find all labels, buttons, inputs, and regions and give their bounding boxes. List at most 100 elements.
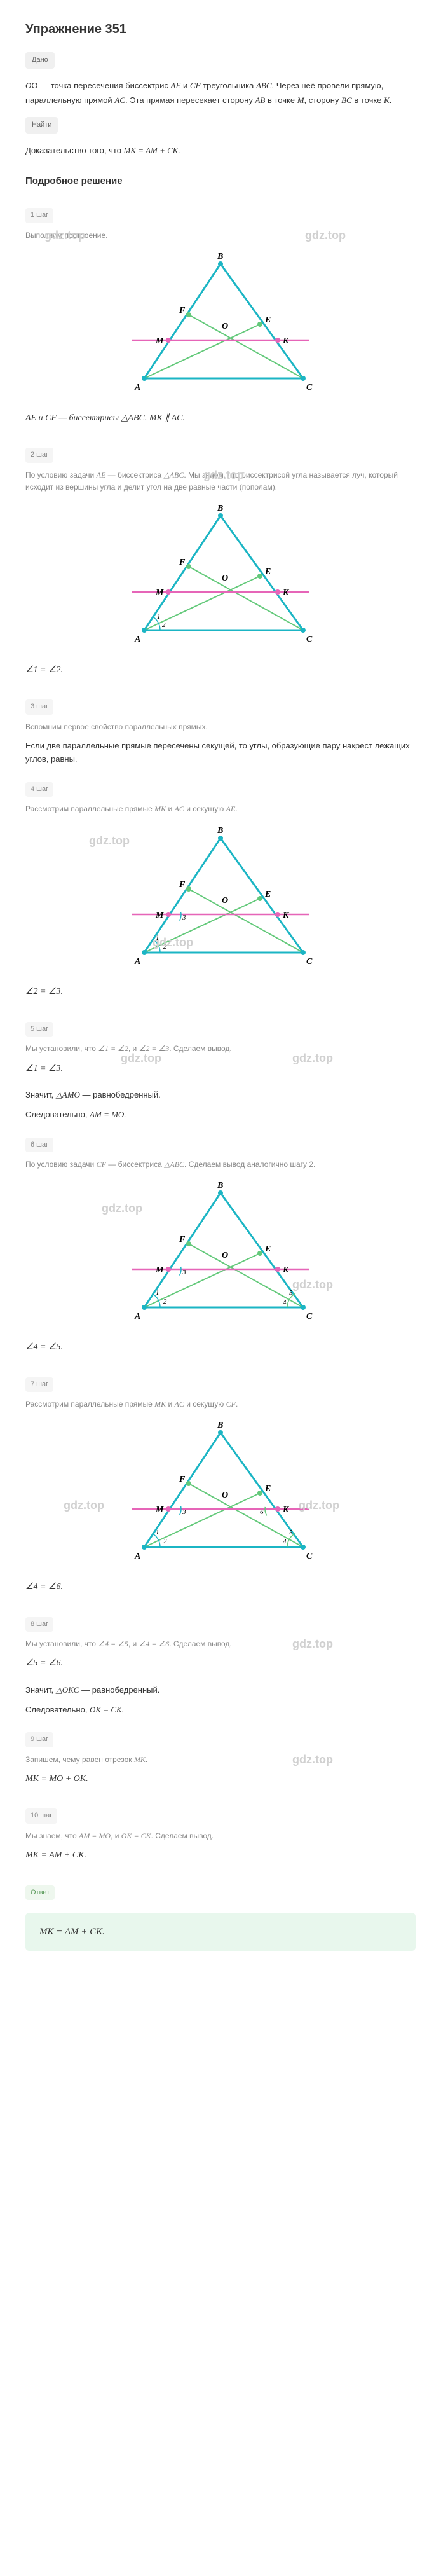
step-8-conc1: Значит, △OKC — равнобедренный. (25, 1684, 416, 1697)
step-6-statement: ∠4 = ∠5. (25, 1340, 416, 1354)
step-8-text: Мы установили, что ∠4 = ∠5, и ∠4 = ∠6. С… (25, 1638, 416, 1650)
t: , и (128, 1044, 139, 1053)
var-ABC: ABC (256, 81, 272, 90)
svg-text:2: 2 (163, 1538, 167, 1545)
t: . Сделаем вывод. (169, 1044, 232, 1053)
t: Мы установили, что (25, 1639, 98, 1648)
eq: MK = AM + CK. (124, 146, 180, 155)
t: По условию задачи (25, 1160, 97, 1169)
t: По условию задачи (25, 471, 97, 479)
t: Доказательство того, что (25, 146, 124, 155)
figure-4: gdz.top gdz.top 45123ABCMKEFO (25, 1180, 416, 1331)
t: . Сделаем вывод. (169, 1639, 232, 1648)
svg-text:2: 2 (162, 621, 166, 629)
svg-text:F: F (179, 880, 186, 890)
svg-text:C: C (306, 1312, 313, 1321)
svg-text:2: 2 (163, 1298, 167, 1305)
v: ∠1 = ∠2 (98, 1044, 128, 1053)
svg-text:O: O (222, 574, 228, 583)
svg-text:O: O (222, 322, 228, 331)
step-2-badge: 2 шаг (25, 448, 53, 463)
var-K: K (384, 95, 390, 105)
t: в точке (265, 95, 297, 105)
svg-text:M: M (155, 1265, 164, 1275)
svg-text:K: K (282, 588, 290, 598)
step-8-conc2: Следовательно, OK = CK. (25, 1704, 416, 1717)
t: Следовательно, (25, 1705, 90, 1714)
figure-1: ABCMKEFO (25, 251, 416, 402)
step-10-badge: 10 шаг (25, 1808, 57, 1824)
v: AM = MO (79, 1831, 111, 1840)
svg-text:K: K (282, 1265, 290, 1275)
svg-text:1: 1 (156, 934, 159, 942)
step-10-statement: MK = AM + CK. (25, 1849, 416, 1863)
svg-text:E: E (264, 1244, 271, 1254)
t: . (390, 95, 392, 105)
svg-text:E: E (264, 1484, 271, 1494)
t: Значит, (25, 1685, 56, 1695)
t: O — точка пересечения биссектрис (31, 81, 170, 90)
svg-text:B: B (217, 1421, 223, 1430)
step-2-text: По условию задачи AE — биссектриса △ABC.… (25, 469, 416, 493)
v: OK = CK (121, 1831, 151, 1840)
t: — равнобедренный. (79, 1685, 159, 1695)
var-AB: AB (255, 95, 265, 105)
v: △ABC (164, 1160, 184, 1169)
t: Значит, (25, 1090, 56, 1099)
svg-text:B: B (217, 504, 223, 513)
step-9-text: Запишем, чему равен отрезок MK. (25, 1754, 416, 1766)
problem-statement: OO — точка пересечения биссектрис AE и C… (25, 78, 416, 108)
step-5-conc1: Значит, △AMO — равнобедренный. (25, 1089, 416, 1102)
t: в точке (352, 95, 384, 105)
svg-text:E: E (264, 315, 271, 325)
step-9-statement: MK = MO + OK. (25, 1772, 416, 1786)
svg-text:1: 1 (156, 1529, 159, 1536)
svg-text:F: F (179, 558, 186, 567)
step-6-badge: 6 шаг (25, 1138, 53, 1153)
t: и (180, 81, 190, 90)
v: MK (154, 1400, 166, 1409)
svg-text:1: 1 (156, 1289, 159, 1297)
step-1-badge: 1 шаг (25, 208, 53, 223)
t: и секущую (184, 1400, 226, 1409)
step-2-statement: ∠1 = ∠2. (25, 663, 416, 677)
svg-text:A: A (134, 1552, 140, 1561)
answer-badge: Ответ (25, 1885, 55, 1901)
svg-text:E: E (264, 567, 271, 577)
t: — биссектриса (106, 1160, 164, 1169)
v: AC (175, 804, 184, 813)
t: , и (111, 1831, 121, 1840)
svg-text:A: A (134, 1312, 140, 1321)
svg-text:C: C (306, 383, 313, 392)
svg-text:6: 6 (260, 1508, 264, 1516)
v: ∠4 = ∠5 (98, 1639, 128, 1648)
step-7-text: Рассмотрим параллельные прямые MK и AC и… (25, 1398, 416, 1410)
step-5-badge: 5 шаг (25, 1022, 53, 1037)
t: Мы установили, что (25, 1044, 98, 1053)
svg-text:F: F (179, 1475, 186, 1484)
t: и (166, 1400, 174, 1409)
svg-text:O: O (222, 1251, 228, 1260)
step-1-text: Выполним построение. (25, 230, 416, 242)
svg-text:5: 5 (289, 1529, 293, 1536)
v: AM = MO. (90, 1110, 126, 1119)
t: . (146, 1755, 147, 1764)
svg-text:5: 5 (289, 1289, 293, 1297)
t: Рассмотрим параллельные прямые (25, 804, 154, 813)
find-badge: Найти (25, 117, 58, 134)
svg-text:B: B (217, 826, 223, 836)
svg-text:M: M (155, 1505, 164, 1515)
svg-text:A: A (134, 383, 140, 392)
step-3-text: Вспомним первое свойство параллельных пр… (25, 721, 416, 733)
svg-text:M: M (155, 588, 164, 598)
svg-text:B: B (217, 1181, 223, 1190)
var-O: O (25, 81, 31, 90)
v: CF (226, 1400, 236, 1409)
svg-text:A: A (134, 957, 140, 967)
t: Следовательно, (25, 1110, 90, 1119)
t: — биссектриса (105, 471, 163, 479)
step-5-text: Мы установили, что ∠1 = ∠2, и ∠2 = ∠3. С… (25, 1043, 416, 1055)
answer-box: MK = AM + CK. (25, 1913, 416, 1951)
svg-text:F: F (179, 1235, 186, 1244)
step-1-statement: AE и CF — биссектрисы △ABC. MK ∥ AC. (25, 411, 416, 425)
